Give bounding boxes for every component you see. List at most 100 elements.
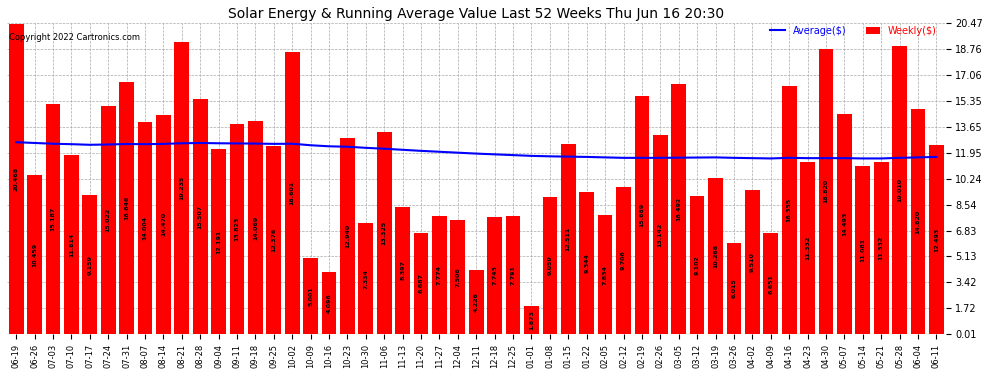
Title: Solar Energy & Running Average Value Last 52 Weeks Thu Jun 16 20:30: Solar Energy & Running Average Value Las… [229, 7, 725, 21]
Text: 15.187: 15.187 [50, 207, 55, 231]
Bar [727, 243, 742, 334]
Bar [432, 216, 446, 334]
Bar [837, 114, 851, 334]
Bar [911, 109, 926, 334]
Bar [193, 99, 208, 334]
Bar [395, 207, 410, 334]
Legend: Average($), Weekly($): Average($), Weekly($) [766, 22, 940, 40]
Bar [819, 48, 834, 334]
Text: 20.468: 20.468 [14, 167, 19, 191]
Text: 11.332: 11.332 [805, 236, 810, 260]
Bar [9, 24, 24, 334]
Bar [248, 121, 262, 334]
Bar [635, 96, 649, 334]
Text: 14.470: 14.470 [161, 212, 166, 237]
Text: 9.706: 9.706 [621, 251, 626, 270]
Text: 15.507: 15.507 [198, 204, 203, 229]
Bar [27, 176, 42, 334]
Text: 7.834: 7.834 [603, 265, 608, 285]
Bar [800, 162, 815, 334]
Bar [266, 146, 281, 334]
Bar [874, 162, 889, 334]
Text: 11.814: 11.814 [69, 232, 74, 257]
Text: 7.791: 7.791 [511, 265, 516, 285]
Bar [744, 190, 759, 334]
Bar [82, 195, 97, 334]
Text: 14.069: 14.069 [252, 215, 258, 240]
Bar [506, 216, 521, 334]
Text: 12.191: 12.191 [216, 230, 221, 254]
Bar [211, 149, 226, 334]
Bar [782, 86, 797, 334]
Bar [763, 233, 778, 334]
Bar [64, 155, 79, 334]
Bar [156, 115, 170, 334]
Bar [708, 178, 723, 334]
Text: 9.344: 9.344 [584, 254, 589, 273]
Bar [450, 220, 465, 334]
Text: 4.226: 4.226 [474, 292, 479, 312]
Bar [524, 306, 539, 334]
Bar [929, 145, 943, 334]
Text: 12.493: 12.493 [934, 227, 939, 252]
Text: 16.646: 16.646 [124, 196, 129, 220]
Text: 13.142: 13.142 [657, 222, 663, 247]
Bar [322, 272, 337, 334]
Bar [690, 196, 705, 334]
Text: 14.004: 14.004 [143, 216, 148, 240]
Text: 10.268: 10.268 [713, 244, 718, 268]
Text: 12.940: 12.940 [345, 224, 349, 248]
Text: 13.823: 13.823 [235, 217, 240, 242]
Text: 9.102: 9.102 [695, 255, 700, 275]
Text: 8.397: 8.397 [400, 261, 405, 280]
Bar [671, 84, 686, 334]
Text: 18.820: 18.820 [824, 179, 829, 204]
Bar [101, 106, 116, 334]
Bar [543, 197, 557, 334]
Text: 9.510: 9.510 [749, 252, 754, 272]
Text: 15.022: 15.022 [106, 208, 111, 232]
Text: 13.325: 13.325 [382, 221, 387, 245]
Bar [579, 192, 594, 334]
Text: 12.511: 12.511 [566, 227, 571, 251]
Bar [616, 187, 631, 334]
Text: 1.873: 1.873 [529, 310, 534, 330]
Text: 7.774: 7.774 [437, 265, 442, 285]
Bar [138, 122, 152, 334]
Bar [561, 144, 575, 334]
Bar [341, 138, 354, 334]
Bar [358, 223, 373, 334]
Text: 11.332: 11.332 [879, 236, 884, 260]
Bar [285, 52, 300, 334]
Text: 7.743: 7.743 [492, 266, 497, 285]
Text: 6.687: 6.687 [419, 273, 424, 293]
Text: 16.355: 16.355 [787, 198, 792, 222]
Bar [598, 215, 613, 334]
Bar [469, 270, 484, 334]
Text: 10.459: 10.459 [32, 243, 37, 267]
Text: 4.096: 4.096 [327, 293, 332, 313]
Bar [303, 258, 318, 334]
Text: 18.601: 18.601 [290, 181, 295, 205]
Bar [377, 132, 392, 334]
Bar [46, 104, 60, 334]
Bar [487, 217, 502, 334]
Text: 15.689: 15.689 [640, 203, 644, 227]
Text: 9.159: 9.159 [87, 255, 92, 274]
Bar [414, 233, 429, 334]
Text: 14.493: 14.493 [842, 212, 846, 236]
Text: 19.010: 19.010 [897, 178, 902, 202]
Bar [174, 42, 189, 334]
Bar [119, 81, 134, 334]
Text: 7.334: 7.334 [363, 268, 368, 288]
Bar [892, 46, 907, 334]
Text: 5.001: 5.001 [308, 286, 313, 306]
Bar [230, 124, 245, 334]
Bar [653, 135, 667, 334]
Text: 9.059: 9.059 [547, 256, 552, 275]
Text: 12.376: 12.376 [271, 228, 276, 252]
Text: 11.081: 11.081 [860, 238, 865, 262]
Text: 16.492: 16.492 [676, 197, 681, 221]
Bar [855, 166, 870, 334]
Text: 19.235: 19.235 [179, 176, 184, 200]
